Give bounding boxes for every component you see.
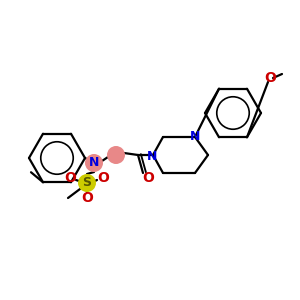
- Text: S: S: [82, 176, 91, 190]
- Circle shape: [85, 154, 103, 172]
- Circle shape: [107, 146, 125, 164]
- Text: O: O: [264, 71, 276, 85]
- Text: O: O: [97, 171, 109, 185]
- Text: N: N: [147, 149, 157, 163]
- Text: O: O: [64, 171, 76, 185]
- Text: O: O: [142, 171, 154, 185]
- Text: O: O: [81, 191, 93, 205]
- Text: N: N: [190, 130, 200, 142]
- Text: N: N: [89, 157, 99, 169]
- Circle shape: [78, 174, 96, 192]
